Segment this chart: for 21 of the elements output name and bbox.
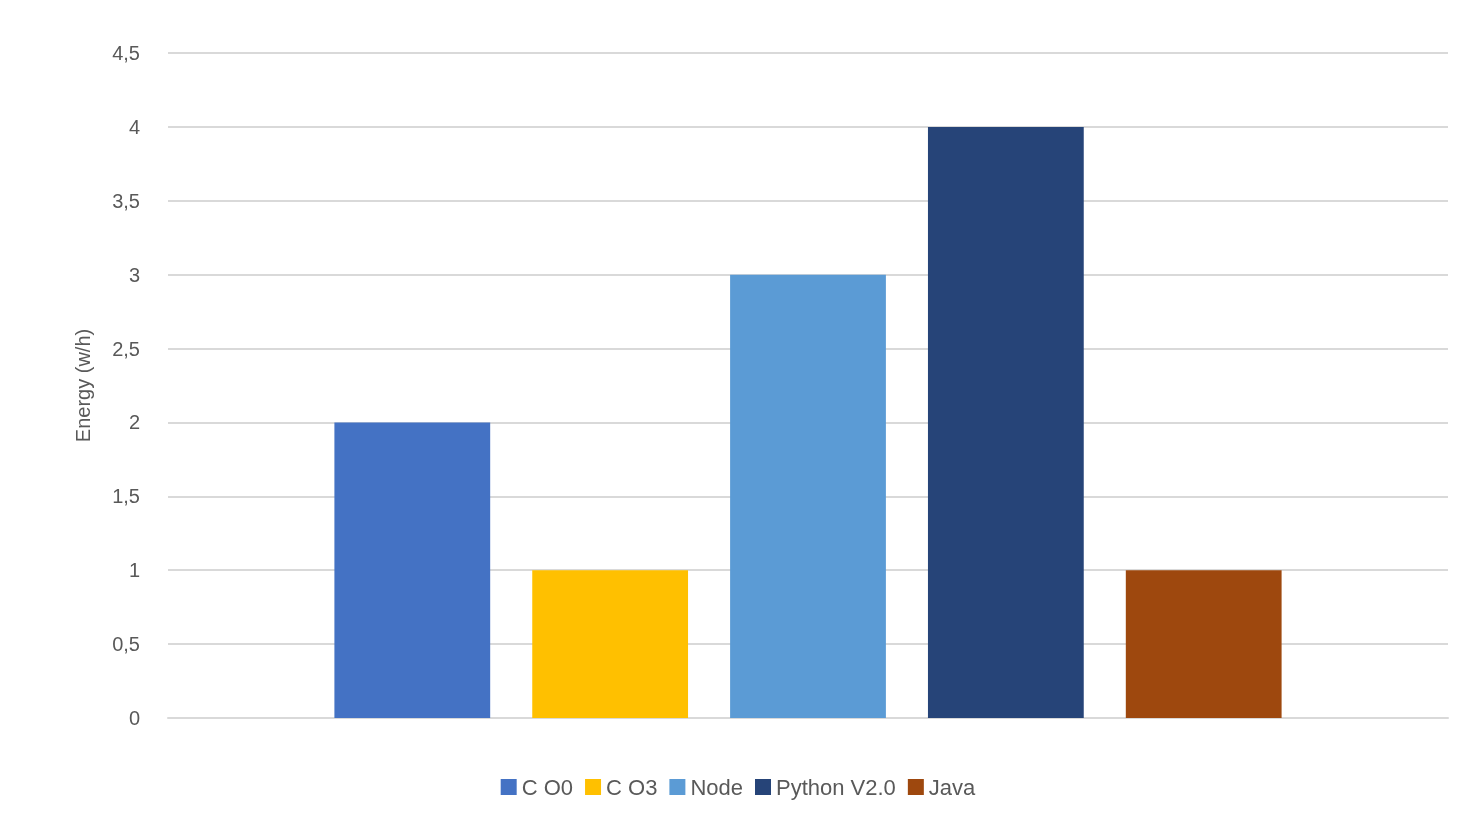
y-tick-label: 4,5 (112, 42, 140, 64)
bar (1125, 570, 1282, 718)
y-tick-label: 0 (128, 707, 140, 729)
y-axis-title: Energy (w/h) (72, 328, 94, 443)
y-tick-label: 1 (128, 559, 140, 582)
legend-label: C O3 (606, 774, 658, 800)
bar (334, 422, 491, 718)
y-tick-label: 2,5 (112, 337, 140, 360)
y-tick-label: 1,5 (112, 485, 140, 508)
y-tick-label: 3,5 (112, 189, 140, 212)
y-tick-label: 0,5 (112, 633, 140, 656)
legend-label: Python V2.0 (775, 774, 896, 800)
bar (730, 274, 886, 718)
legend-label: Java (928, 774, 977, 800)
bar (927, 126, 1084, 718)
legend-label: C O0 (521, 774, 574, 800)
legend-label: Node (690, 774, 743, 800)
bar (532, 570, 689, 718)
y-tick-label: 3 (128, 263, 140, 286)
y-tick-label: 4 (128, 115, 140, 138)
y-tick-label: 2 (128, 411, 140, 434)
